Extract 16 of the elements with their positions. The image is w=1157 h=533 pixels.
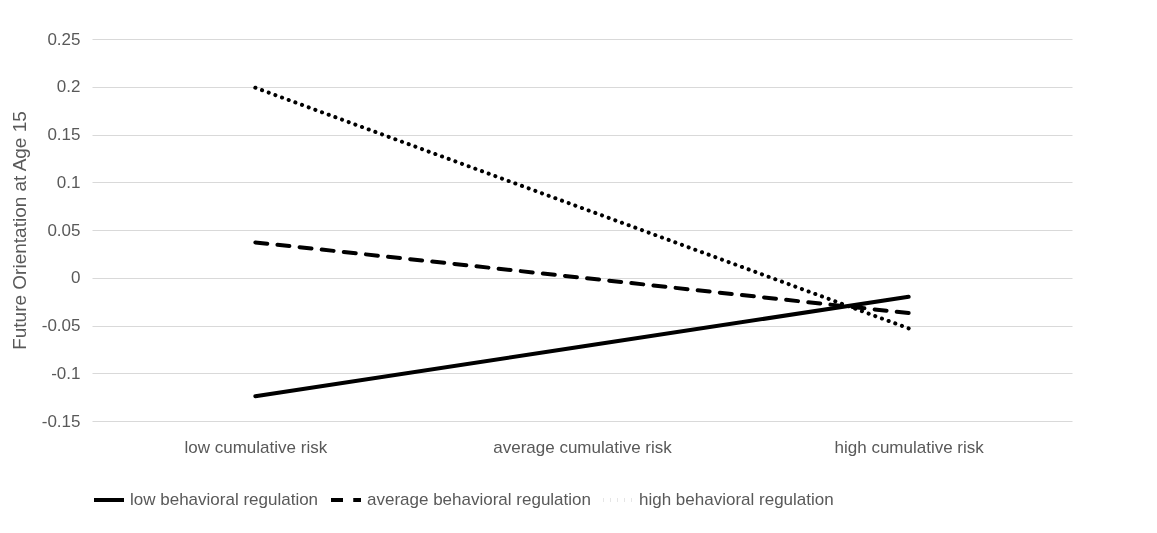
- y-tick-label: -0.1: [51, 363, 81, 383]
- x-tick-label: average cumulative risk: [493, 437, 673, 457]
- y-tick-label: 0.1: [56, 172, 81, 192]
- x-tick-label: high cumulative risk: [834, 437, 985, 457]
- legend-label: average behavioral regulation: [367, 490, 591, 509]
- y-axis-title: Future Orientation at Age 15: [8, 111, 30, 350]
- legend-label: low behavioral regulation: [130, 490, 319, 509]
- y-tick-label: 0.2: [56, 77, 81, 97]
- y-tick-label: 0.15: [47, 125, 81, 144]
- x-tick-label: low cumulative risk: [184, 437, 328, 457]
- y-tick-label: 0.25: [47, 29, 81, 49]
- legend-label: high behavioral regulation: [639, 490, 834, 509]
- y-tick-label: 0.05: [47, 220, 81, 240]
- y-tick-label: 0: [71, 268, 81, 288]
- y-tick-label: -0.05: [41, 316, 81, 335]
- y-tick-label: -0.15: [41, 411, 81, 431]
